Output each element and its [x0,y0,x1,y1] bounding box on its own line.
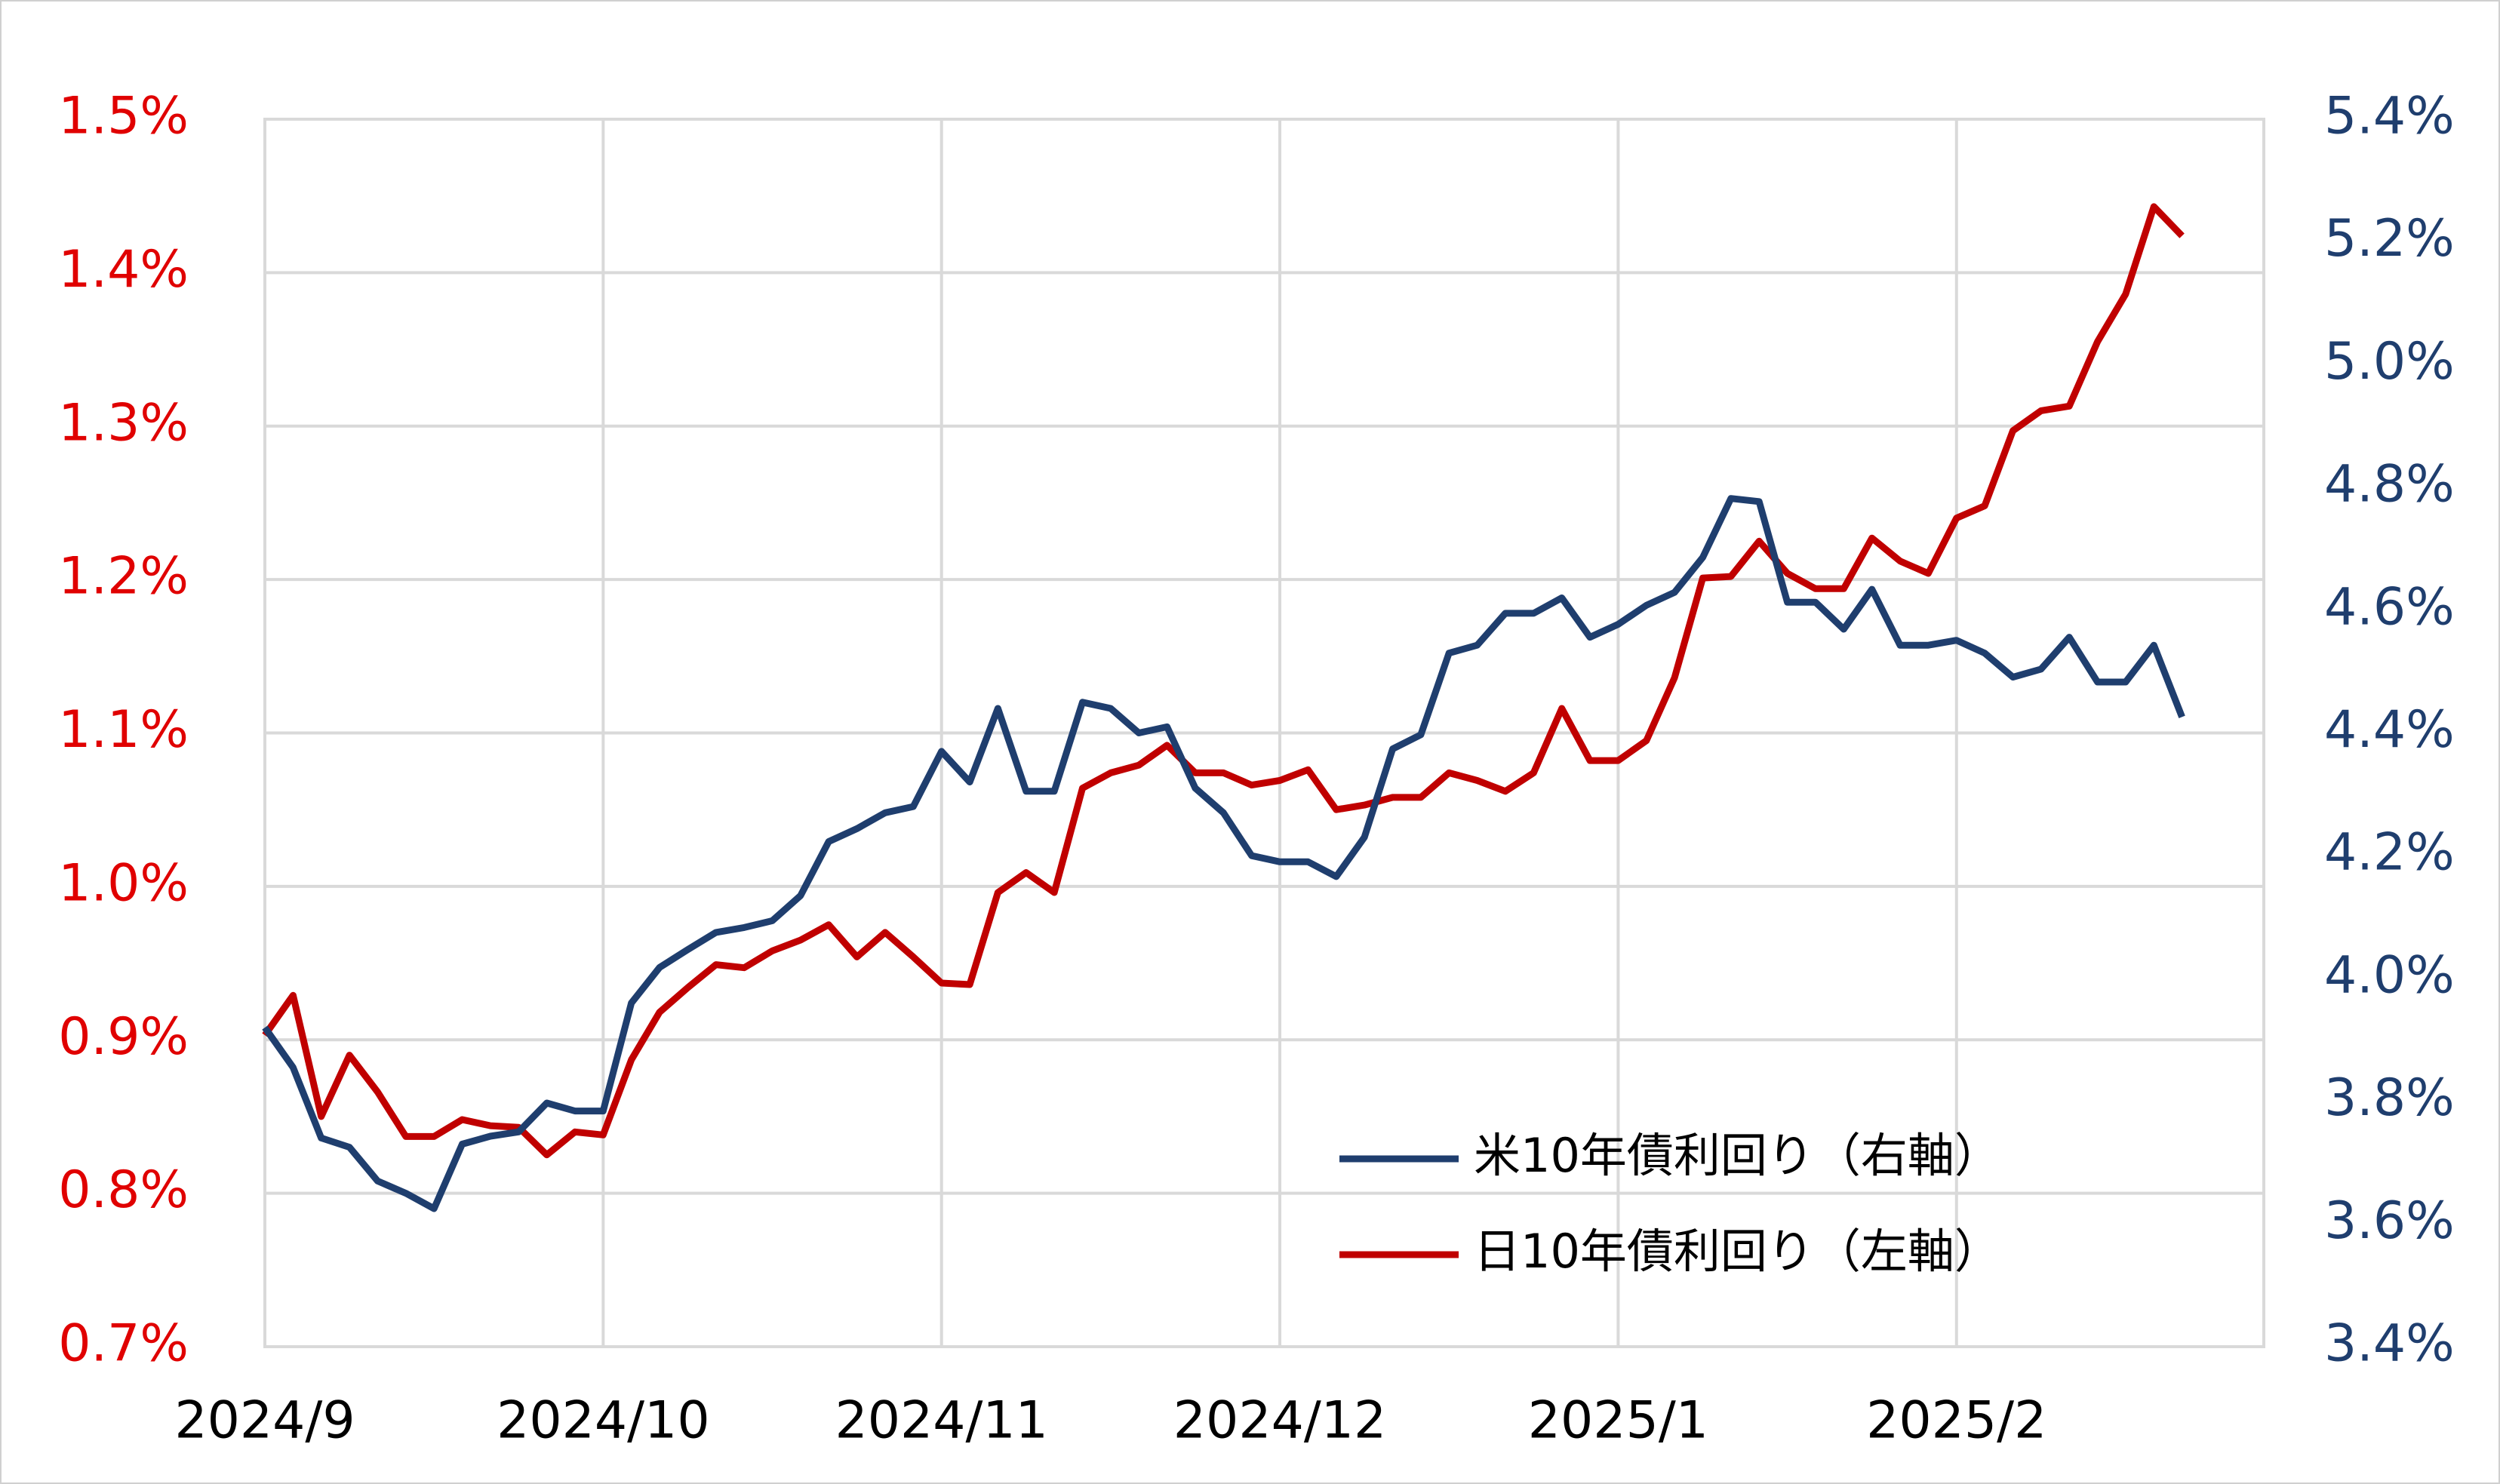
plot-frame [263,118,2265,1348]
y2-tick-label: 4.8% [2324,455,2455,515]
y2-tick-label: 4.0% [2324,945,2455,1005]
y-tick-label: 0.9% [58,1007,189,1067]
x-tick-label: 2025/2 [1866,1391,2046,1451]
y-tick-label: 1.2% [58,547,189,607]
data-line [262,203,2185,1159]
data-line [262,495,2185,1212]
y-tick-label: 1.0% [58,853,189,913]
y-tick-label: 1.5% [58,87,189,146]
y2-tick-label: 4.4% [2324,700,2455,760]
x-tick-label: 2024/12 [1173,1391,1387,1451]
y2-tick-label: 3.4% [2324,1314,2455,1374]
y-tick-label: 1.1% [58,700,189,760]
y2-tick-label: 5.0% [2324,332,2455,392]
legend-label: 米10年債利回り（右軸） [1474,1128,2001,1183]
x-tick-label: 2025/1 [1528,1391,1708,1451]
y-tick-label: 0.7% [58,1314,189,1374]
x-tick-label: 2024/9 [174,1391,355,1451]
y2-tick-label: 5.2% [2324,209,2455,269]
y-tick-label: 1.3% [58,393,189,453]
y2-tick-label: 3.8% [2324,1068,2455,1128]
y2-tick-label: 3.6% [2324,1191,2455,1251]
y2-tick-label: 4.2% [2324,823,2455,883]
legend-label: 日10年債利回り（左軸） [1474,1224,2001,1279]
y-tick-label: 1.4% [58,240,189,300]
y2-tick-label: 5.4% [2324,87,2455,146]
x-tick-label: 2024/10 [497,1391,710,1451]
y-tick-label: 0.8% [58,1160,189,1220]
y2-tick-label: 4.6% [2324,577,2455,637]
x-tick-label: 2024/11 [835,1391,1048,1451]
